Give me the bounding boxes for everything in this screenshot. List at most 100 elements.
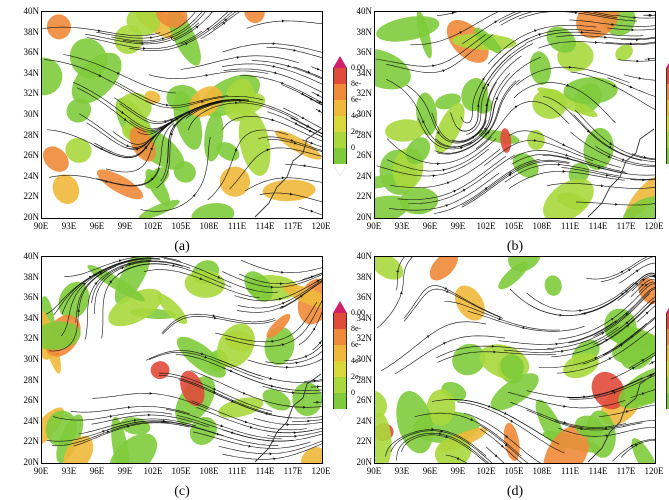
arrowhead [316, 400, 320, 404]
streamline [282, 84, 323, 106]
streamline [518, 11, 638, 22]
shading-blob [563, 77, 618, 105]
shading-blob [544, 275, 562, 296]
lon-tick-label: 105E [504, 221, 524, 231]
shading-blob [426, 389, 456, 426]
lat-tick-label: 38N [356, 26, 373, 37]
lon-tick-label: 117E [283, 221, 303, 231]
colorbar-segment [666, 361, 669, 377]
colorbar-label: 0 [351, 143, 355, 152]
streamline [229, 147, 323, 190]
arrowhead [563, 404, 567, 408]
arrowhead [289, 192, 293, 196]
shading-blob [66, 98, 92, 123]
streamline [129, 11, 234, 51]
streamline [595, 146, 656, 166]
lat-tick-label: 30N [23, 354, 40, 364]
streamline [599, 404, 656, 417]
streamline [410, 11, 501, 46]
lon-tick-label: 108E [532, 221, 552, 231]
colorbar-label: 2e- [351, 127, 362, 136]
streamline [117, 263, 232, 288]
lon-tick-label: 114E [588, 221, 608, 231]
colorbar-bottom-arrow [666, 164, 669, 176]
streamline [96, 122, 175, 186]
shading-blob [58, 281, 90, 320]
lon-tick-label: 96E [89, 221, 105, 231]
arrowhead [292, 391, 295, 395]
shading-blob [46, 14, 71, 40]
arrowhead [446, 181, 450, 185]
arrowhead [192, 193, 196, 197]
lat-tick-label: 34N [23, 67, 40, 78]
streamline [543, 96, 642, 161]
arrowhead [281, 305, 285, 309]
arrowhead [484, 187, 488, 191]
arrowhead [281, 270, 285, 274]
arrowhead [644, 284, 648, 287]
streamline [283, 107, 323, 130]
streamline [302, 94, 323, 107]
shading-blob [586, 410, 616, 458]
colorbar-top-arrow [333, 301, 347, 313]
arrowhead [274, 71, 278, 75]
colorbar-label: 0 [351, 388, 355, 397]
lon-tick-label: 108E [199, 221, 219, 231]
arrowhead [498, 317, 502, 321]
lon-tick-label: 111E [560, 466, 580, 476]
colorbar-segment [333, 393, 347, 409]
lon-tick-label: 111E [227, 221, 247, 231]
shading-blob [374, 256, 404, 280]
arrowhead [127, 425, 130, 428]
streamline [638, 281, 656, 293]
streamline [406, 84, 487, 144]
arrowhead [286, 423, 290, 426]
colorbar-label: 0.00 [351, 308, 365, 317]
lon-tick-label: 96E [89, 466, 105, 476]
shading-blob [150, 361, 170, 380]
lon-tick-label: 90E [366, 466, 382, 476]
streamline [644, 57, 656, 60]
shading-blob [219, 166, 251, 197]
streamline [436, 11, 461, 16]
arrowhead [442, 168, 446, 172]
streamline [259, 192, 323, 203]
shading-blob [71, 52, 122, 104]
arrowhead [269, 452, 273, 456]
lat-tick-label: 32N [23, 333, 40, 344]
streamline [386, 136, 492, 164]
lat-tick-label: 38N [356, 271, 373, 282]
arrowhead [212, 314, 216, 318]
arrowhead [652, 274, 656, 278]
lat-tick-label: 26N [356, 150, 373, 161]
lon-tick-label: 120E [311, 466, 331, 476]
arrowhead [148, 413, 151, 417]
arrowhead [481, 77, 485, 81]
arrowhead [631, 367, 635, 370]
arrowhead [574, 11, 578, 15]
arrowhead [206, 27, 210, 31]
colorbar [333, 56, 347, 176]
arrowhead [504, 443, 508, 447]
lat-tick-label: 40N [23, 251, 40, 261]
arrowhead [432, 64, 435, 68]
shading-blob [173, 161, 196, 183]
shading-blob [568, 162, 590, 185]
arrowhead [431, 427, 435, 431]
arrowhead [508, 173, 512, 177]
shading-blob [144, 167, 170, 189]
arrowhead [625, 313, 629, 316]
arrowhead [631, 28, 635, 32]
arrowhead [597, 166, 601, 169]
lat-tick-label: 38N [23, 271, 40, 282]
streamline [284, 343, 323, 362]
shading-blob [615, 44, 633, 61]
arrowhead [649, 374, 653, 377]
arrowhead [612, 84, 616, 88]
lat-tick-label: 32N [356, 333, 373, 344]
arrowhead [500, 444, 504, 448]
arrowhead [118, 259, 122, 263]
streamline [376, 256, 414, 329]
arrowhead [635, 269, 639, 273]
arrowhead [312, 327, 316, 331]
